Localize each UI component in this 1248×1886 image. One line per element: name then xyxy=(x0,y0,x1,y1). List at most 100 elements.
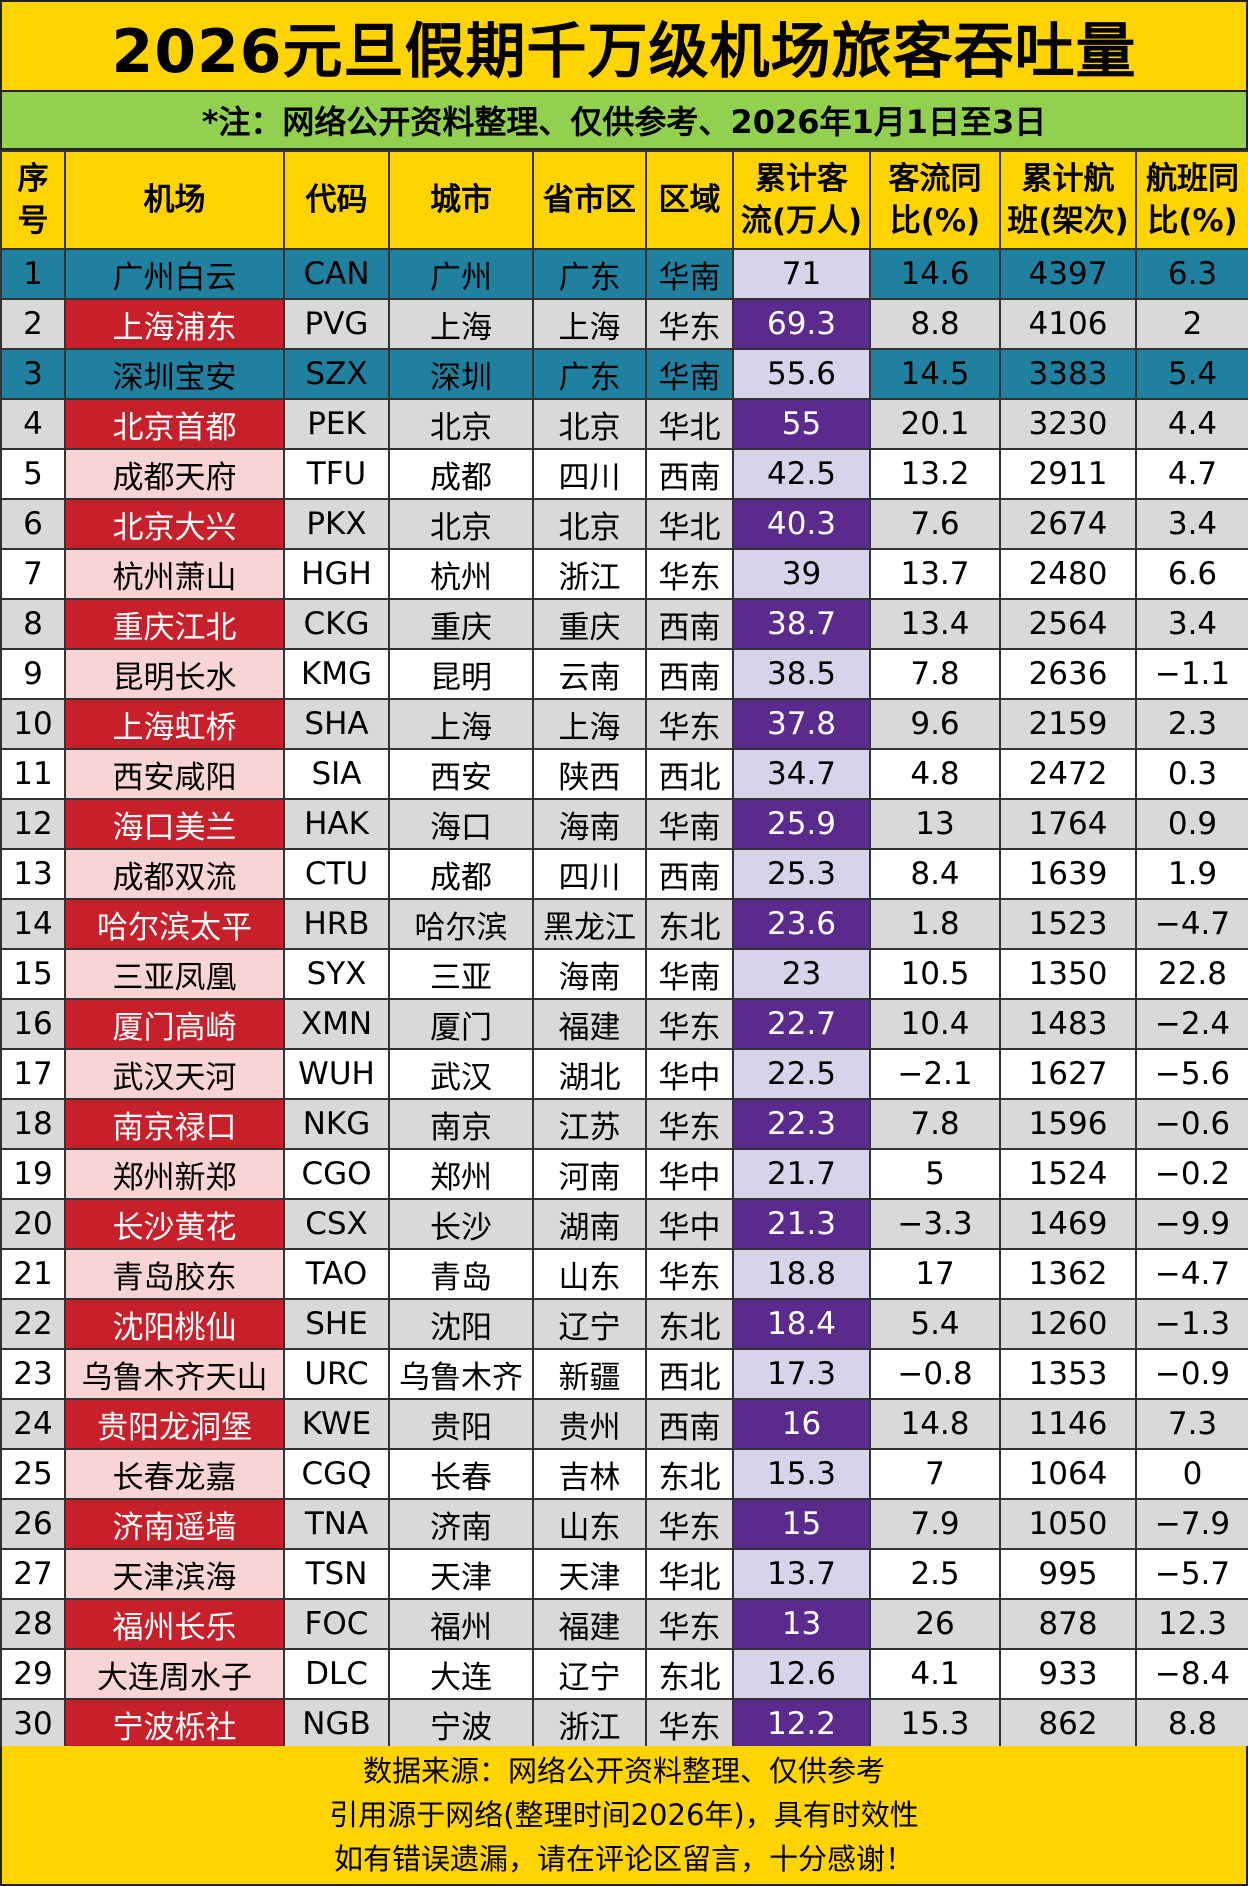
cell-passenger-yoy: 4.1 xyxy=(869,1648,1001,1700)
header-text: 班(架次) xyxy=(1007,203,1129,239)
cell-airport: 长沙黄花 xyxy=(64,1198,285,1250)
cell-flight-yoy: −9.9 xyxy=(1135,1198,1248,1250)
cell-code: HRB xyxy=(283,898,390,950)
cell-airport: 西安咸阳 xyxy=(64,748,285,800)
cell-flight-yoy: 2.3 xyxy=(1135,698,1248,750)
cell-flights: 2911 xyxy=(999,448,1137,500)
cell-flights: 2472 xyxy=(999,748,1137,800)
cell-region: 东北 xyxy=(645,1448,734,1500)
cell-code: WUH xyxy=(283,1048,390,1100)
cell-flight-yoy: −0.9 xyxy=(1135,1348,1248,1400)
cell-airport: 哈尔滨太平 xyxy=(64,898,285,950)
cell-region: 西北 xyxy=(645,1348,734,1400)
cell-code: PEK xyxy=(283,398,390,450)
cell-province: 广东 xyxy=(532,248,647,300)
cell-flights: 2636 xyxy=(999,648,1137,700)
cell-rank: 2 xyxy=(0,298,66,350)
cell-province: 山东 xyxy=(532,1498,647,1550)
cell-code: KMG xyxy=(283,648,390,700)
cell-rank: 18 xyxy=(0,1098,66,1150)
cell-city: 天津 xyxy=(388,1548,534,1600)
cell-passenger-yoy: 7.6 xyxy=(869,498,1001,550)
cell-code: CAN xyxy=(283,248,390,300)
header-text: 比(%) xyxy=(889,203,981,239)
cell-region: 西南 xyxy=(645,1398,734,1450)
cell-flight-yoy: −8.4 xyxy=(1135,1648,1248,1700)
cell-airport: 昆明长水 xyxy=(64,648,285,700)
cell-city: 福州 xyxy=(388,1598,534,1650)
cell-region: 华东 xyxy=(645,548,734,600)
table-row: 25 长春龙嘉 CGQ 长春 吉林 东北 15.3 7 1064 0 xyxy=(0,1448,1248,1500)
cell-rank: 23 xyxy=(0,1348,66,1400)
header-text: 比(%) xyxy=(1147,203,1238,239)
cell-flight-yoy: −2.4 xyxy=(1135,998,1248,1050)
cell-region: 华南 xyxy=(645,348,734,400)
cell-passengers: 16 xyxy=(732,1398,871,1450)
cell-passenger-yoy: 7.8 xyxy=(869,648,1001,700)
cell-passenger-yoy: 17 xyxy=(869,1248,1001,1300)
table-row: 27 天津滨海 TSN 天津 天津 华北 13.7 2.5 995 −5.7 xyxy=(0,1548,1248,1600)
cell-rank: 22 xyxy=(0,1298,66,1350)
cell-code: CGO xyxy=(283,1148,390,1200)
cell-code: TFU xyxy=(283,448,390,500)
cell-region: 华北 xyxy=(645,498,734,550)
table-row: 15 三亚凤凰 SYX 三亚 海南 华南 23 10.5 1350 22.8 xyxy=(0,948,1248,1000)
cell-city: 成都 xyxy=(388,448,534,500)
footer-line: 如有错误遗漏，请在评论区留言，十分感谢！ xyxy=(333,1842,914,1876)
cell-flights: 1523 xyxy=(999,898,1137,950)
cell-passengers: 23.6 xyxy=(732,898,871,950)
cell-rank: 12 xyxy=(0,798,66,850)
table-row: 2 上海浦东 PVG 上海 上海 华东 69.3 8.8 4106 2 xyxy=(0,298,1248,350)
cell-airport: 武汉天河 xyxy=(64,1048,285,1100)
header-text: 累计客 xyxy=(755,161,848,197)
cell-province: 海南 xyxy=(532,798,647,850)
cell-airport: 海口美兰 xyxy=(64,798,285,850)
table-row: 16 厦门高崎 XMN 厦门 福建 华东 22.7 10.4 1483 −2.4 xyxy=(0,998,1248,1050)
table-row: 28 福州长乐 FOC 福州 福建 华东 13 26 878 12.3 xyxy=(0,1598,1248,1650)
cell-region: 华东 xyxy=(645,1698,734,1750)
table-header-row: 序号机场 代码 城市 省市区 区域 累计客 流(万人) 客流同 比(%) 累计航 班(架次) 航班同比… xyxy=(0,150,1248,250)
cell-passenger-yoy: 13 xyxy=(869,798,1001,850)
cell-city: 海口 xyxy=(388,798,534,850)
cell-passenger-yoy: 7.8 xyxy=(869,1098,1001,1150)
cell-passenger-yoy: 8.8 xyxy=(869,298,1001,350)
cell-region: 华中 xyxy=(645,1198,734,1250)
header-city: 城市 xyxy=(388,150,534,250)
cell-rank: 29 xyxy=(0,1648,66,1700)
cell-code: SYX xyxy=(283,948,390,1000)
cell-airport: 沈阳桃仙 xyxy=(64,1298,285,1350)
header-text: 累计航 xyxy=(1021,161,1115,197)
footer-line: 引用源于网络(整理时间2026年)，具有时效性 xyxy=(329,1798,919,1832)
footer: 数据来源：网络公开资料整理、仅供参考 引用源于网络(整理时间2026年)，具有时… xyxy=(0,1746,1248,1886)
cell-code: CTU xyxy=(283,848,390,900)
cell-passengers: 38.7 xyxy=(732,598,871,650)
cell-flights: 1050 xyxy=(999,1498,1137,1550)
cell-code: FOC xyxy=(283,1598,390,1650)
cell-code: CGQ xyxy=(283,1448,390,1500)
cell-region: 西北 xyxy=(645,748,734,800)
cell-passengers: 37.8 xyxy=(732,698,871,750)
cell-passengers: 12.2 xyxy=(732,1698,871,1750)
cell-city: 重庆 xyxy=(388,598,534,650)
cell-code: CKG xyxy=(283,598,390,650)
cell-code: SIA xyxy=(283,748,390,800)
cell-airport: 上海虹桥 xyxy=(64,698,285,750)
cell-region: 华东 xyxy=(645,1598,734,1650)
cell-flights: 4397 xyxy=(999,248,1137,300)
cell-flights: 1350 xyxy=(999,948,1137,1000)
cell-passengers: 40.3 xyxy=(732,498,871,550)
cell-flights: 2480 xyxy=(999,548,1137,600)
cell-passenger-yoy: 4.8 xyxy=(869,748,1001,800)
cell-passenger-yoy: 10.5 xyxy=(869,948,1001,1000)
cell-city: 沈阳 xyxy=(388,1298,534,1350)
cell-code: TAO xyxy=(283,1248,390,1300)
cell-flights: 1064 xyxy=(999,1448,1137,1500)
cell-passengers: 13 xyxy=(732,1598,871,1650)
cell-passengers: 15.3 xyxy=(732,1448,871,1500)
table-row: 6 北京大兴 PKX 北京 北京 华北 40.3 7.6 2674 3.4 xyxy=(0,498,1248,550)
cell-province: 陕西 xyxy=(532,748,647,800)
page-title: 2026元旦假期千万级机场旅客吞吐量 xyxy=(0,0,1248,92)
cell-passengers: 21.7 xyxy=(732,1148,871,1200)
table-row: 20 长沙黄花 CSX 长沙 湖南 华中 21.3 −3.3 1469 −9.9 xyxy=(0,1198,1248,1250)
